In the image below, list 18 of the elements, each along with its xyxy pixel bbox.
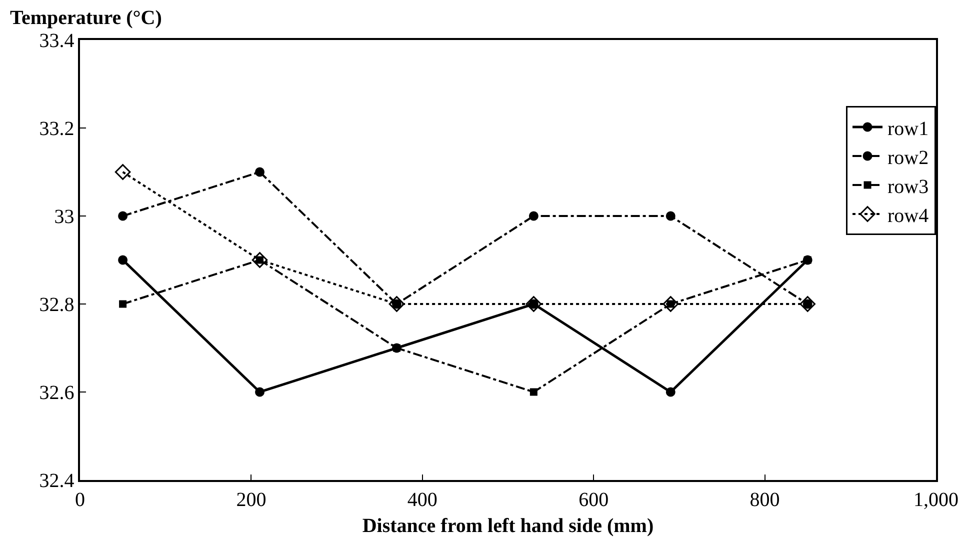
y-axis-title: Temperature (°C) (10, 7, 162, 29)
legend-label: row3 (888, 176, 929, 198)
x-tick-label: 600 (578, 488, 609, 511)
x-tick-label: 800 (750, 488, 780, 511)
x-tick-label: 0 (75, 488, 85, 511)
y-tick-label: 32.8 (39, 294, 74, 316)
y-tick-label: 33.4 (39, 30, 74, 52)
legend-label: row2 (888, 146, 929, 169)
x-tick-label: 200 (236, 488, 266, 511)
x-tick-label: 400 (407, 488, 438, 511)
y-tick-label: 33 (54, 206, 74, 228)
legend-label: row1 (888, 118, 929, 140)
x-tick-label: 1,000 (914, 488, 958, 511)
y-tick-label: 32.6 (39, 382, 74, 404)
x-axis-title: Distance from left hand side (mm) (362, 514, 654, 537)
y-tick-label: 32.4 (39, 470, 74, 492)
legend-label: row4 (888, 204, 929, 227)
y-tick-label: 33.2 (39, 118, 74, 140)
